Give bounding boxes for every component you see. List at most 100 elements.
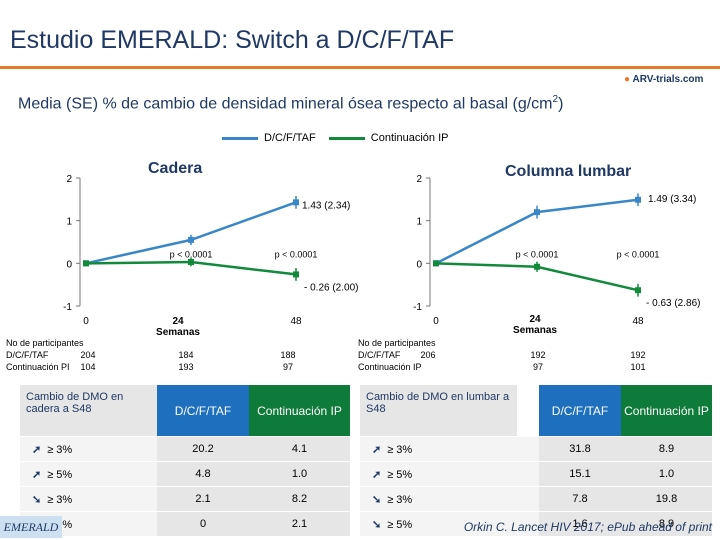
cell-value: 19.8 xyxy=(621,486,712,512)
participants-header: No de participantes xyxy=(358,338,436,348)
participant-count: 184 xyxy=(178,350,194,360)
table-header-cadera: Cambio de DMO en cadera a S48 xyxy=(20,385,157,437)
chart-title-lumbar: Columna lumbar xyxy=(505,163,632,180)
participant-count: 104 xyxy=(80,362,96,372)
cell-value: 0 xyxy=(157,511,249,537)
legend-label-dcftaf: D/C/F/TAF xyxy=(264,132,316,145)
p-value-label: p < 0.0001 xyxy=(617,249,660,259)
x-tick-label: 48 xyxy=(632,316,644,327)
table-col-pi: Continuación IP xyxy=(249,385,350,437)
xlabel-lumbar: Semanas xyxy=(513,325,557,336)
data-label: 1.49 (3.34) xyxy=(648,194,696,205)
table-header-lumbar: Cambio de DMO en lumbar a S48 xyxy=(360,385,517,437)
data-point xyxy=(83,260,89,267)
table-row: ➚ ≥ 3% 20.2 4.1 xyxy=(20,436,350,462)
row-label: ≥ 3% xyxy=(47,493,73,506)
x-tick-24-cadera: 24 xyxy=(172,316,184,327)
x-tick-label: 48 xyxy=(290,316,302,327)
table-col-dcftaf: D/C/F/TAF xyxy=(539,385,621,437)
participants-lumbar: No de participantes D/C/F/TAF Continuaci… xyxy=(358,337,436,373)
table-row: ➘≥ 5%02.1 xyxy=(20,511,350,537)
data-point xyxy=(534,209,540,216)
subtitle-sup: 2 xyxy=(552,94,559,105)
row-label: ≥ 5% xyxy=(387,518,413,531)
bmd-line-charts: -1 0 1 2 0 48 1.43 (2.34) - 0.26 (2.00) p < 0.00… xyxy=(63,174,700,327)
subtitle-end: ) xyxy=(558,95,564,113)
participants-col-48-cadera: 188 97 xyxy=(268,349,308,373)
row-label: ≥ 3% xyxy=(387,493,413,506)
chart-legend: D/C/F/TAF Continuación IP xyxy=(220,132,456,144)
participant-count: 204 xyxy=(80,350,96,360)
cell-value: 8.2 xyxy=(249,486,350,512)
p-value-label: p < 0.0001 xyxy=(170,249,213,259)
cell-value: 4.1 xyxy=(249,436,350,462)
participants-col-24-cadera: 184 193 xyxy=(166,349,206,373)
y-tick-label: 1 xyxy=(66,217,72,228)
cell-value: 15.1 xyxy=(539,461,621,487)
legend-label-pi: Continuación IP xyxy=(370,132,449,145)
data-point xyxy=(635,196,641,203)
y-tick-label: 0 xyxy=(66,259,72,270)
cell-value: 4.8 xyxy=(157,461,249,487)
participant-count: 206 xyxy=(420,350,436,360)
table-row: ➚ ≥ 3% 31.8 8.9 xyxy=(360,436,712,462)
participant-count: 97 xyxy=(282,362,293,372)
row-label: ≥ 3% xyxy=(47,443,73,456)
data-point xyxy=(293,271,299,278)
cell-value: 7.8 xyxy=(539,486,621,512)
table-row: ➘ ≥ 3% 2.1 8.2 xyxy=(20,486,350,512)
table-row: ➘ ≥ 3% 7.8 19.8 xyxy=(360,486,712,512)
data-point xyxy=(293,199,299,206)
participant-count: 97 xyxy=(532,362,543,372)
y-tick-label: 2 xyxy=(66,174,72,185)
y-tick-label: -1 xyxy=(63,302,72,313)
data-point xyxy=(635,287,641,294)
arrow-up-icon: ➚ xyxy=(372,468,382,481)
arrow-up-icon: ➚ xyxy=(32,468,42,481)
p-value-label: p < 0.0001 xyxy=(275,249,318,259)
participants-col-24-lumbar: 192 97 xyxy=(518,349,558,373)
y-tick-label: 2 xyxy=(416,174,422,185)
arrow-down-icon: ➘ xyxy=(32,493,42,506)
table-cadera: Cambio de DMO en cadera a S48 D/C/F/TAF … xyxy=(20,385,350,537)
chart-title-cadera: Cadera xyxy=(148,160,203,177)
participant-count: 192 xyxy=(630,350,646,360)
logo-text: ARV-trials.com xyxy=(632,74,704,85)
cell-value: 1.0 xyxy=(621,461,712,487)
table-row: ➚ ≥ 5% 15.1 1.0 xyxy=(360,461,712,487)
participants-col-0-cadera: 204 104 xyxy=(68,349,108,373)
legend-swatch-pi xyxy=(328,136,365,140)
emerald-logo: EMERALD xyxy=(0,516,62,538)
data-label: 1.43 (2.34) xyxy=(302,200,350,211)
data-label: - 0.63 (2.86) xyxy=(646,298,700,309)
cell-value: 8.9 xyxy=(621,511,712,537)
arrow-up-icon: ➚ xyxy=(372,443,382,456)
arrow-down-icon: ➘ xyxy=(372,493,382,506)
row-label: ≥ 5% xyxy=(387,468,413,481)
cell-value: 2.1 xyxy=(157,486,249,512)
table-row: ➚ ≥ 5% 4.8 1.0 xyxy=(20,461,350,487)
participants-row-label: D/C/F/TAF xyxy=(6,350,49,360)
participants-row-label: Continuación IP xyxy=(358,362,422,372)
chart-subtitle: Media (SE) % de cambio de densidad miner… xyxy=(18,94,563,113)
xlabel-cadera: Semanas xyxy=(156,327,200,338)
table-lumbar: Cambio de DMO en lumbar a S48 D/C/F/TAF … xyxy=(360,385,712,537)
table-col-dcftaf: D/C/F/TAF xyxy=(157,385,249,437)
cell-value: 31.8 xyxy=(539,436,621,462)
data-point xyxy=(188,236,194,243)
row-label: ≥ 5% xyxy=(47,468,73,481)
data-point xyxy=(534,263,540,270)
data-label: - 0.26 (2.00) xyxy=(304,282,358,293)
arv-trials-logo: ● ARV-trials.com xyxy=(624,74,704,85)
x-tick-label: 0 xyxy=(83,316,89,327)
legend-swatch-dcftaf xyxy=(222,136,258,140)
cell-value: 1.6 xyxy=(539,511,621,537)
row-label: ≥ 3% xyxy=(387,443,413,456)
table-col-pi: Continuación IP xyxy=(621,385,712,437)
participants-row-label: D/C/F/TAF xyxy=(358,350,401,360)
y-tick-label: -1 xyxy=(413,302,422,313)
data-point xyxy=(433,260,439,267)
arrow-up-icon: ➚ xyxy=(32,443,42,456)
participants-col-48-lumbar: 192 101 xyxy=(618,349,658,373)
participants-cadera: No de participantes D/C/F/TAF Continuaci… xyxy=(6,337,84,373)
